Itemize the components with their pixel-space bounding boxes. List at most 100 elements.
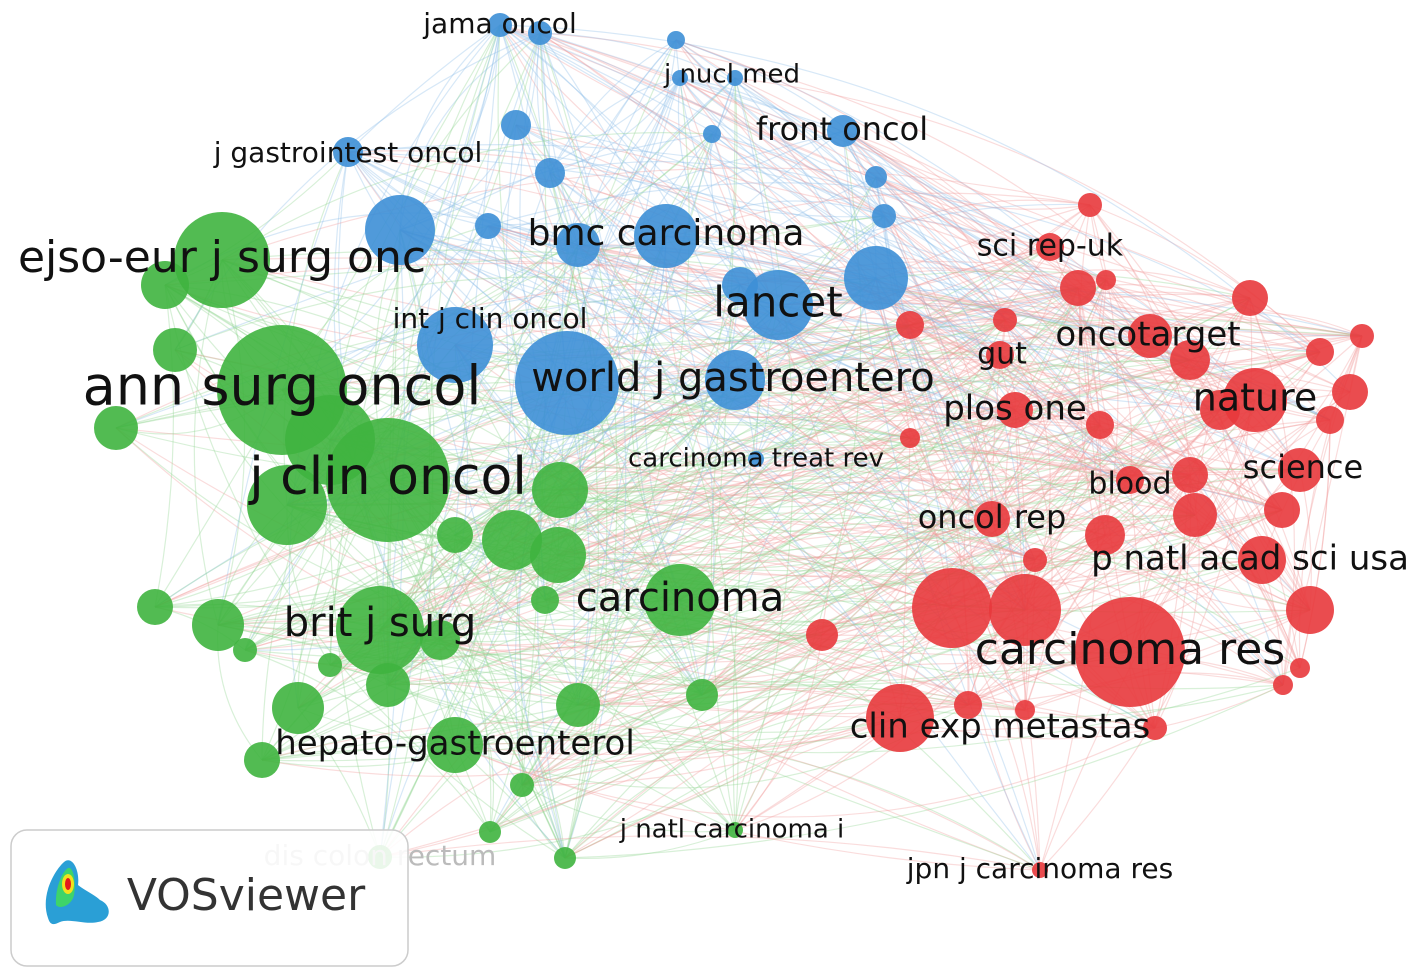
node-label: lancet bbox=[713, 278, 842, 327]
edge bbox=[379, 629, 1131, 683]
edge bbox=[1077, 287, 1363, 337]
edge bbox=[489, 287, 1079, 833]
edge bbox=[379, 284, 741, 631]
edge bbox=[675, 39, 1363, 337]
edge bbox=[489, 359, 1191, 833]
edge bbox=[968, 354, 1026, 711]
edge bbox=[329, 468, 1191, 666]
edge bbox=[1034, 424, 1101, 561]
edge bbox=[439, 284, 741, 641]
edge bbox=[487, 225, 1284, 686]
edge bbox=[734, 379, 1156, 729]
edge bbox=[566, 382, 1016, 423]
edge bbox=[439, 639, 1041, 871]
edge bbox=[281, 316, 1016, 411]
edge bbox=[679, 77, 1156, 729]
edge bbox=[711, 133, 901, 719]
edge bbox=[261, 279, 1107, 761]
edge bbox=[875, 277, 993, 520]
edge bbox=[755, 455, 993, 520]
edge bbox=[577, 424, 1101, 706]
edge bbox=[559, 359, 1191, 491]
edge bbox=[329, 279, 1107, 666]
edge bbox=[875, 176, 1091, 210]
edge bbox=[679, 77, 885, 217]
edge bbox=[347, 151, 741, 286]
edge bbox=[734, 204, 1091, 831]
node bbox=[532, 462, 588, 518]
edge bbox=[174, 276, 1016, 411]
node-label: j gastrointest oncol bbox=[213, 136, 483, 169]
node bbox=[515, 331, 619, 435]
edge bbox=[1004, 319, 1131, 481]
edge bbox=[221, 249, 1191, 361]
edge bbox=[842, 130, 1041, 871]
edge bbox=[511, 409, 1016, 541]
edge bbox=[536, 32, 579, 246]
edge bbox=[515, 124, 969, 706]
edge bbox=[539, 32, 551, 174]
edge bbox=[347, 151, 1016, 411]
logo-icon bbox=[45, 860, 109, 925]
edge bbox=[454, 379, 736, 536]
nodes bbox=[94, 13, 1374, 878]
node bbox=[333, 137, 363, 167]
edge bbox=[875, 277, 1284, 686]
edge bbox=[875, 176, 1026, 611]
edge bbox=[499, 24, 969, 706]
edge bbox=[739, 267, 1321, 353]
edge bbox=[1024, 287, 1089, 611]
edge bbox=[559, 235, 667, 491]
node bbox=[1264, 492, 1300, 528]
node bbox=[420, 620, 460, 660]
node bbox=[141, 261, 189, 309]
edge bbox=[544, 599, 1131, 657]
logo-text: VOSviewer bbox=[127, 870, 366, 921]
edge bbox=[544, 424, 1101, 602]
edge bbox=[515, 124, 1051, 248]
edge bbox=[539, 32, 1284, 686]
edge bbox=[329, 297, 1251, 469]
node bbox=[1086, 411, 1114, 439]
node bbox=[1290, 658, 1310, 678]
edge bbox=[951, 279, 1107, 609]
edge bbox=[967, 399, 1256, 706]
edge bbox=[875, 277, 1036, 561]
edge bbox=[1034, 297, 1251, 561]
edge bbox=[164, 246, 1051, 357]
edge bbox=[154, 24, 501, 608]
edge bbox=[842, 130, 1284, 686]
node bbox=[1116, 466, 1144, 494]
edge bbox=[499, 24, 608, 859]
edge bbox=[675, 39, 1006, 321]
edge bbox=[454, 277, 877, 536]
edge bbox=[454, 77, 681, 346]
edge bbox=[909, 324, 1026, 611]
edge bbox=[217, 287, 1079, 626]
edge bbox=[991, 279, 1107, 520]
edge bbox=[521, 474, 1191, 786]
node bbox=[1075, 597, 1185, 707]
edge bbox=[564, 424, 1101, 859]
edge bbox=[777, 287, 1079, 320]
edge bbox=[875, 277, 1026, 711]
node-label: science bbox=[1243, 448, 1363, 486]
edge bbox=[454, 176, 877, 536]
node bbox=[153, 328, 197, 372]
edge bbox=[221, 132, 713, 261]
edge bbox=[544, 277, 877, 601]
node bbox=[1332, 374, 1368, 410]
edge bbox=[701, 277, 877, 696]
edge bbox=[387, 246, 1051, 686]
edge bbox=[564, 474, 1191, 859]
edge bbox=[544, 359, 1191, 601]
edge bbox=[499, 24, 1221, 411]
edge bbox=[675, 39, 1101, 426]
edge bbox=[387, 409, 1221, 686]
edge bbox=[1014, 409, 1026, 711]
edge bbox=[755, 458, 1026, 711]
edge bbox=[999, 354, 1131, 481]
edge bbox=[499, 24, 1036, 561]
edge bbox=[1024, 409, 1221, 611]
